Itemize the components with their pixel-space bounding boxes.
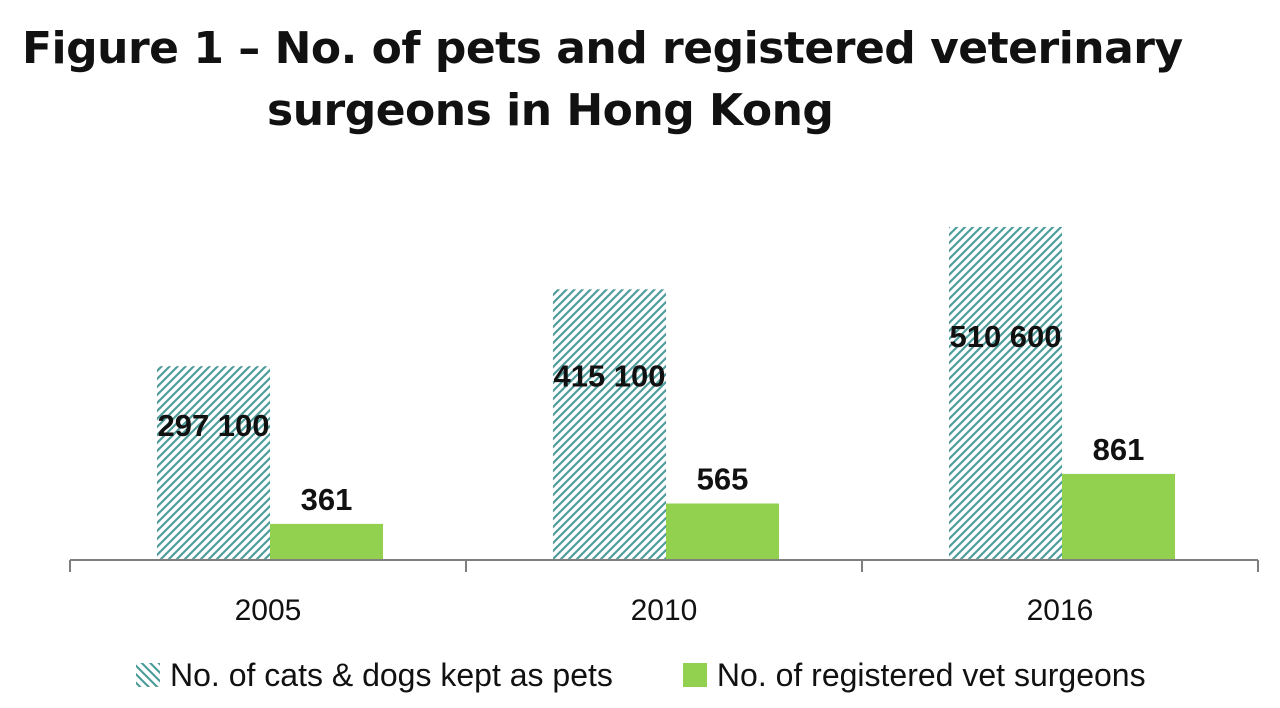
data-label-pets-2005: 297 100 — [157, 408, 269, 443]
legend-label-vets: No. of registered vet surgeons — [716, 656, 1146, 693]
legend-item-vets: No. of registered vet surgeons — [682, 656, 1146, 694]
data-label-vets-2010: 565 — [697, 462, 749, 497]
x-tick-label-2010: 2010 — [631, 594, 698, 627]
bars-layer — [157, 227, 1175, 560]
data-label-vets-2005: 361 — [301, 482, 353, 517]
data-labels-layer: 297 100 361 415 100 565 510 600 861 — [157, 319, 1144, 517]
legend-swatch-vets — [682, 663, 707, 687]
x-tick-label-2016: 2016 — [1027, 594, 1094, 627]
bar-vets-2016 — [1062, 473, 1175, 560]
bar-pets-2010 — [553, 289, 666, 560]
bar-pets-2016 — [949, 227, 1062, 560]
chart-title-line-1: Figure 1 – No. of pets and registered ve… — [22, 23, 1183, 74]
legend-swatch-pets — [136, 663, 160, 687]
bar-vets-2010 — [666, 503, 779, 560]
data-label-pets-2016: 510 600 — [949, 319, 1061, 354]
legend: No. of cats & dogs kept as pets No. of r… — [136, 655, 1146, 695]
x-axis: 2005 2010 2016 — [69, 559, 1259, 627]
chart-title: Figure 1 – No. of pets and registered ve… — [22, 18, 1262, 142]
bar-vets-2005 — [270, 523, 383, 560]
data-label-vets-2016: 861 — [1093, 432, 1145, 467]
legend-item-pets: No. of cats & dogs kept as pets — [136, 657, 613, 694]
legend-label-pets: No. of cats & dogs kept as pets — [170, 656, 613, 693]
data-label-pets-2010: 415 100 — [553, 359, 665, 394]
x-tick-label-2005: 2005 — [235, 594, 302, 627]
bar-pets-2005 — [157, 366, 270, 560]
chart-title-line-2: surgeons in Hong Kong — [267, 85, 834, 136]
